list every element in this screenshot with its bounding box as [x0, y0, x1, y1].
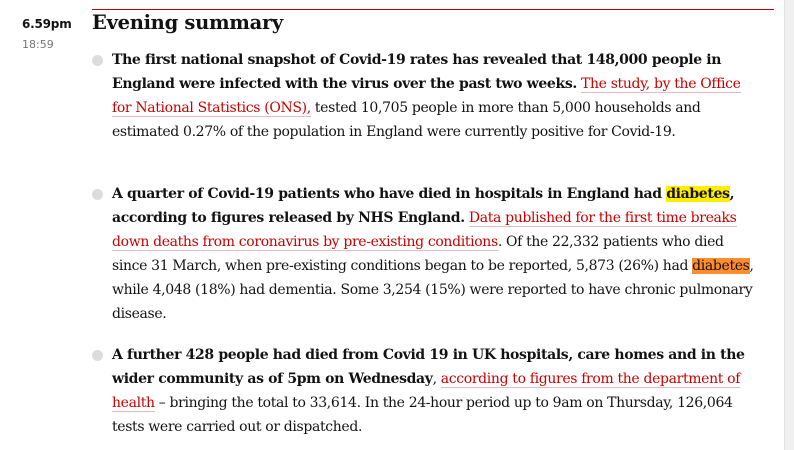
diabetes-highlight: diabetes [666, 186, 730, 202]
ons-study-link[interactable]: The study, by the Office for National St… [112, 76, 741, 117]
summary-item: A further 428 people had died from Covid… [92, 343, 754, 439]
summary-item-text: A quarter of Covid-19 patients who have … [112, 182, 754, 326]
bullet-icon [92, 350, 103, 361]
summary-item-body: , while 4,048 (18%) had dementia. Some 3… [112, 258, 754, 322]
summary-item-body: . Of the 22,332 patients who died since … [112, 234, 724, 274]
summary-item: A quarter of Covid-19 patients who have … [92, 182, 754, 326]
nhs-data-link[interactable]: Data published for the first time breaks… [112, 210, 737, 251]
block-headline: Evening summary [92, 11, 283, 34]
diabetes-highlight-current: diabetes [692, 258, 750, 274]
bullet-icon [92, 189, 103, 200]
summary-item-text: The first national snapshot of Covid-19 … [112, 48, 754, 144]
summary-item-bold: A quarter of Covid-19 patients who have … [112, 186, 667, 202]
summary-item-bold: The first national snapshot of Covid-19 … [112, 52, 722, 92]
bullet-icon [92, 55, 103, 66]
timestamp-24h: 18:59 [22, 38, 54, 51]
summary-item-comma: , [432, 371, 441, 387]
timestamp-time[interactable]: 6.59pm [22, 17, 72, 31]
summary-item-body: – bringing the total to 33,614. In the 2… [112, 395, 733, 435]
dept-health-link[interactable]: according to figures from the department… [112, 371, 741, 412]
summary-item-body: tested 10,705 people in more than 5,000 … [112, 100, 701, 140]
summary-item-bold: A further 428 people had died from Covid… [112, 347, 745, 387]
summary-item: The first national snapshot of Covid-19 … [92, 48, 754, 144]
summary-item-text: A further 428 people had died from Covid… [112, 343, 754, 439]
summary-item-bold: , according to figures released by NHS E… [112, 186, 735, 226]
timestamp[interactable]: 6.59pm 18:59 [22, 17, 82, 51]
scrollbar[interactable] [784, 0, 794, 450]
block-divider [92, 9, 774, 10]
